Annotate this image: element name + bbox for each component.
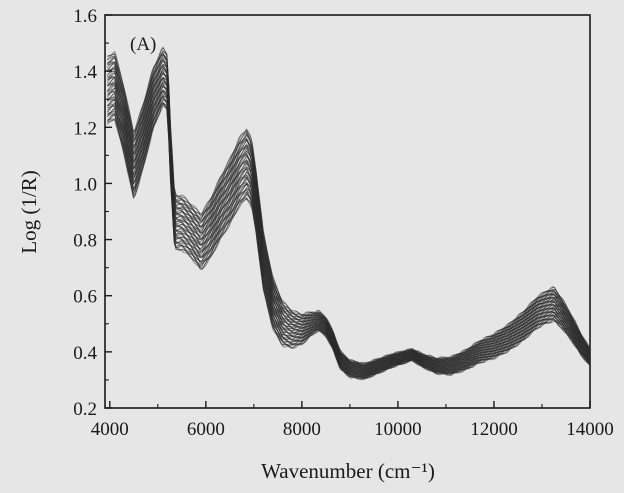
- y-tick-label: 1.2: [73, 118, 97, 139]
- y-axis-title: Log (1/R): [17, 170, 41, 253]
- x-tick-label: 6000: [187, 419, 225, 440]
- y-tick-label: 1.0: [73, 174, 97, 195]
- x-tick-label: 12000: [470, 419, 518, 440]
- y-tick-label: 0.8: [73, 231, 97, 252]
- y-tick-label: 0.6: [73, 287, 97, 308]
- x-tick-label: 8000: [283, 419, 321, 440]
- spectrum-line: [107, 50, 591, 366]
- spectrum-line: [107, 46, 591, 365]
- x-tick-label: 4000: [91, 419, 129, 440]
- x-axis-ticks: 4000 6000 8000 10000 12000 14000: [91, 401, 614, 440]
- y-tick-label: 0.2: [73, 399, 97, 420]
- y-tick-label: 1.4: [73, 62, 97, 83]
- y-tick-label: 0.4: [73, 343, 97, 364]
- y-tick-label: 1.6: [73, 6, 97, 27]
- x-tick-label: 14000: [566, 419, 614, 440]
- panel-label: (A): [130, 34, 156, 55]
- y-axis-ticks: 0.2 0.4 0.6 0.8 1.0 1.2 1.4 1.6: [73, 6, 112, 420]
- x-axis-title: Wavenumber (cm⁻¹): [261, 459, 435, 483]
- spectra-lines: [107, 46, 591, 381]
- x-tick-label: 10000: [374, 419, 422, 440]
